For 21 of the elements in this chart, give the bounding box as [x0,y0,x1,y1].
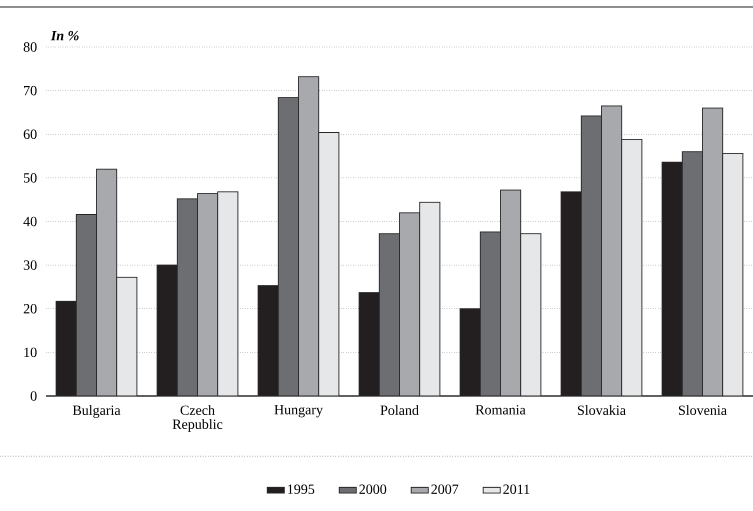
y-tick-label: 20 [24,304,37,314]
x-tick-label: Romania [476,405,526,415]
legend-label: 2000 [359,484,386,494]
legend-label: 2011 [503,484,530,494]
y-axis-title: In % [50,30,79,40]
x-tick-label: Poland [380,405,419,415]
x-tick-label: Slovakia [578,405,626,415]
y-tick-label: 80 [24,42,37,52]
y-tick-label: 50 [24,173,37,183]
y-tick-label: 70 [24,86,37,96]
legend-label: 2007 [431,484,458,494]
y-tick-label: 30 [24,260,37,270]
x-tick-label: Slovenia [678,405,727,415]
legend-label: 1995 [288,484,314,494]
x-tick-label: Hungary [274,405,323,418]
y-tick-label: 10 [24,348,37,358]
y-tick-label: 0 [30,391,37,401]
y-tick-label: 40 [23,216,37,226]
y-tick-label: 60 [24,130,37,139]
x-tick-label: Czech Republic [172,405,222,432]
x-tick-label: Bulgaria [72,405,120,418]
